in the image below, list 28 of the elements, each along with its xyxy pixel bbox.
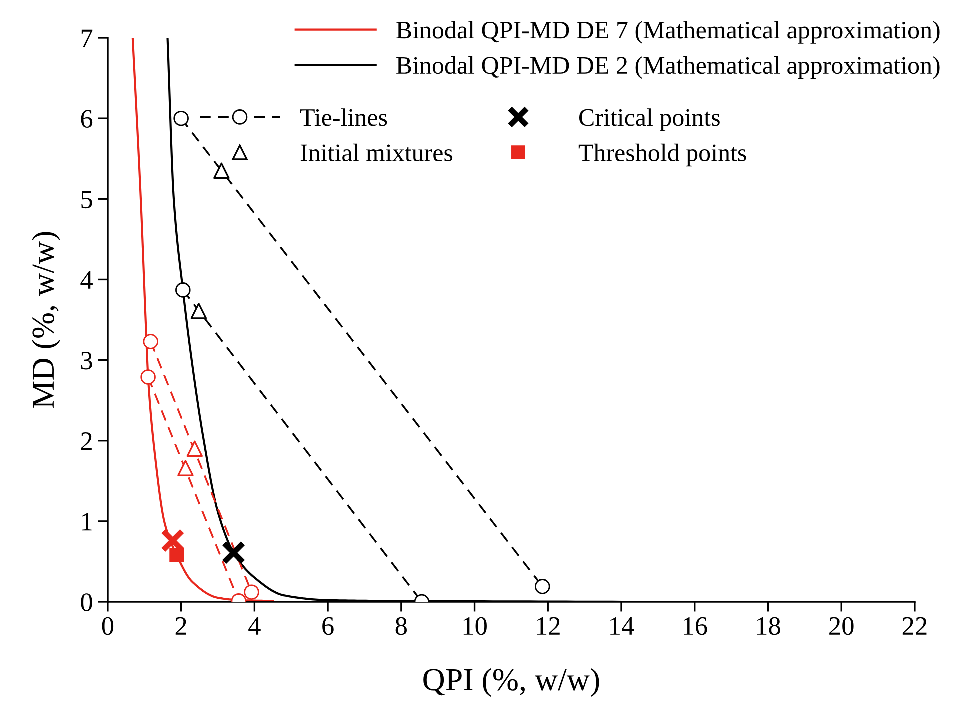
y-tick-label: 4: [80, 272, 93, 289]
x-tick-label: 22: [902, 617, 927, 635]
y-tick-label: 5: [82, 191, 92, 209]
x-tick-label: 16: [684, 617, 708, 636]
legend-label: Binodal QPI-MD DE 7 (Mathematical approximation): [396, 21, 940, 44]
x-tick-label: 6: [322, 617, 334, 636]
y-tick-label: 1: [82, 513, 92, 531]
legend-label: Binodal QPI-MD DE 2 (Mathematical approximation): [396, 56, 940, 80]
x-tick-label: 10: [464, 617, 487, 636]
y-tick-label: 6: [81, 110, 93, 128]
y-tick-label: 2: [81, 432, 92, 450]
x-tick-label: 18: [757, 617, 780, 636]
y-tick-label: 0: [81, 594, 92, 612]
x-tick-label: 4: [248, 618, 261, 635]
y-tick-label: 7: [82, 30, 93, 48]
x-tick-label: 8: [396, 617, 408, 636]
legend-label: Initial mixtures: [300, 144, 453, 162]
legend-label: Tie-lines: [300, 108, 388, 126]
x-tick-label: 12: [537, 617, 560, 635]
x-axis-title: QPI (%, w/w): [424, 668, 600, 698]
y-axis-title: MD (%, w/w): [32, 232, 61, 408]
legend-label: Threshold points: [578, 144, 746, 167]
x-tick-label: 14: [610, 617, 634, 635]
legend-label: Critical points: [579, 108, 720, 132]
x-tick-label: 2: [176, 617, 186, 635]
x-tick-label: 20: [830, 617, 854, 636]
y-tick-label: 3: [81, 352, 92, 370]
x-tick-label: 0: [102, 617, 114, 636]
